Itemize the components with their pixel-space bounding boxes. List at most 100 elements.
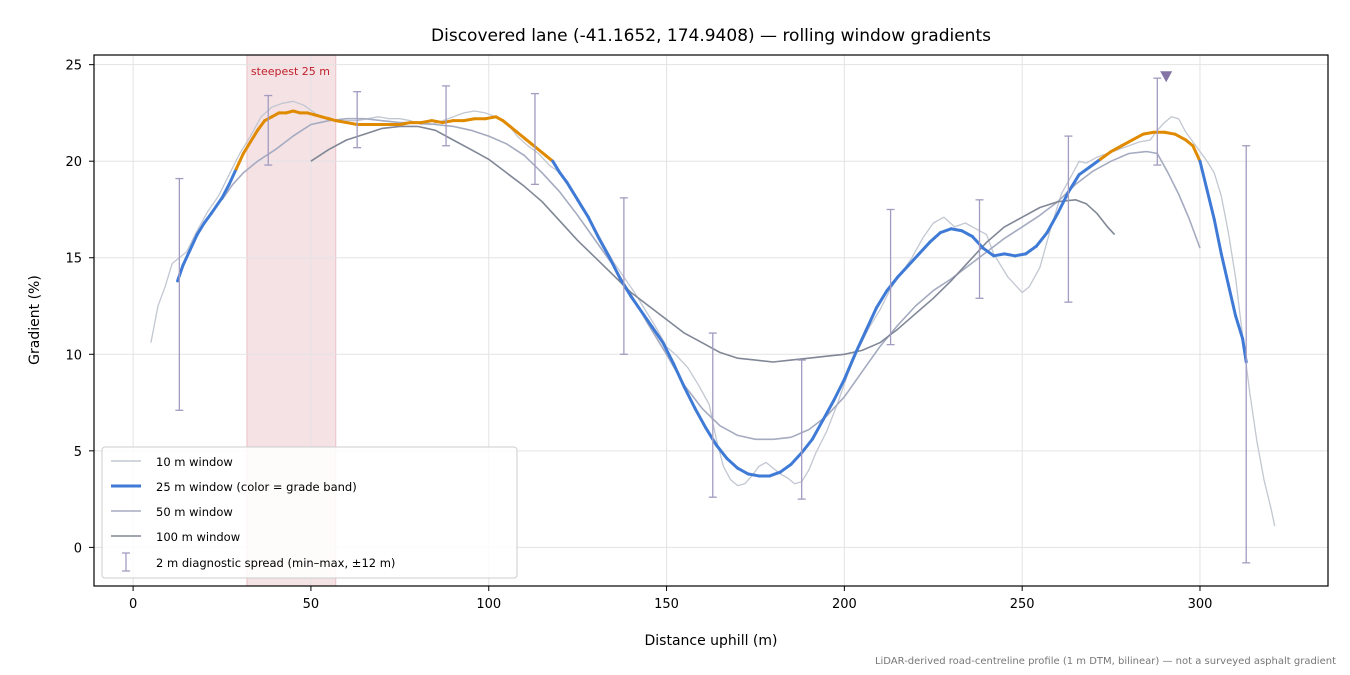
series-25m-segment xyxy=(1066,173,1081,194)
error-bar xyxy=(619,197,628,355)
series-25m-segment xyxy=(661,341,676,366)
legend-label-50m: 50 m window xyxy=(156,505,233,519)
series-layer xyxy=(150,100,1276,527)
series-25m-segment xyxy=(1013,252,1028,258)
series-25m-segment xyxy=(565,180,580,202)
series-25m-segment xyxy=(629,294,644,314)
series-25m-segment xyxy=(960,229,974,239)
series-25m-segment xyxy=(1226,283,1238,318)
x-tick-label: 200 xyxy=(832,597,857,612)
y-tick-label: 10 xyxy=(65,348,82,363)
legend-label-25m: 25 m window (color = grade band) xyxy=(156,480,357,494)
series-25m-segment xyxy=(1002,252,1017,258)
series-25m-segment xyxy=(906,252,921,267)
series-25m-segment xyxy=(1173,132,1188,142)
series-25m-segment xyxy=(462,117,477,123)
error-bar xyxy=(886,208,895,346)
error-bar xyxy=(1153,77,1162,166)
series-25m-segment xyxy=(853,329,868,356)
legend-label-10m: 10 m window xyxy=(156,455,233,469)
series-25m-segment xyxy=(1056,190,1070,215)
error-bar xyxy=(353,91,362,149)
series-25m-segment xyxy=(693,406,708,430)
series-25m-segment xyxy=(832,377,846,403)
x-tick-label: 100 xyxy=(476,597,501,612)
series-25m-segment xyxy=(195,221,206,237)
series-25m-segment xyxy=(551,159,562,175)
series-25m-segment xyxy=(1130,132,1145,142)
series-25m-segment xyxy=(1219,252,1230,287)
series-25m-segment xyxy=(938,227,953,235)
series-25m-segment xyxy=(419,119,434,125)
series-25m-segment xyxy=(842,352,857,381)
footnote: LiDAR-derived road-centreline profile (1… xyxy=(875,656,1336,667)
series-25m-segment xyxy=(181,248,192,267)
y-tick-label: 15 xyxy=(65,252,82,267)
series-25m-segment xyxy=(256,119,267,132)
series-25m-segment xyxy=(928,231,942,244)
plot-frame xyxy=(93,54,1329,587)
series-25m-segment xyxy=(398,121,413,127)
legend-swatch-errorbar xyxy=(122,552,130,572)
series-25m-segment xyxy=(768,470,782,478)
series-25m-segment xyxy=(176,263,185,283)
series-25m-segment xyxy=(864,306,878,333)
series-25m-segment xyxy=(508,124,519,134)
x-tick-label: 250 xyxy=(1010,597,1035,612)
axis-layer: 0 50 100 150 200 250 300 0 5 10 15 20 25 xyxy=(65,59,1212,612)
series-100m-window-line xyxy=(310,125,1116,363)
series-25m-segment xyxy=(1120,138,1134,148)
x-tick-label: 300 xyxy=(1188,597,1213,612)
legend-box xyxy=(101,446,518,579)
series-25m-segment xyxy=(800,437,814,455)
y-axis-label: Gradient (%) xyxy=(27,275,43,365)
series-25m-segment xyxy=(896,263,910,279)
series-25m-segment xyxy=(1184,138,1195,148)
series-25m-segment xyxy=(917,240,932,256)
series-25m-segment xyxy=(1077,165,1092,177)
series-25m-segment xyxy=(234,151,245,171)
series-25m-segment xyxy=(1088,157,1102,169)
series-25m-segment xyxy=(1234,314,1245,341)
series-25m-segment xyxy=(821,399,836,422)
series-25m-segment xyxy=(618,277,633,298)
series-25m-segment xyxy=(202,211,213,225)
x-tick-label: 150 xyxy=(654,597,679,612)
series-25m-segment xyxy=(1024,244,1038,256)
series-25m-segment xyxy=(789,451,804,466)
series-10m-window-line xyxy=(150,100,1276,527)
y-tick-label: 20 xyxy=(65,155,82,170)
error-bar xyxy=(708,332,717,498)
series-25m-segment xyxy=(714,443,729,461)
series-50m-window-line xyxy=(221,117,1201,441)
error-bar xyxy=(1064,135,1073,303)
series-25m-segment xyxy=(515,130,526,140)
x-axis-label: Distance uphill (m) xyxy=(645,633,778,649)
legend: 10 m window 25 m window (color = grade b… xyxy=(101,446,518,579)
series-25m-segment xyxy=(1212,217,1223,256)
series-25m-segment xyxy=(209,196,224,215)
series-25m-segment xyxy=(597,236,612,260)
series-25m-segment xyxy=(522,136,533,146)
series-25m-segment xyxy=(576,198,590,219)
series-25m-segment xyxy=(1162,130,1177,136)
series-25m-segment xyxy=(992,252,1006,258)
series-25m-segment xyxy=(586,215,601,240)
series-25m-segment xyxy=(672,362,686,389)
series-25m-segment xyxy=(650,325,665,345)
series-25m-segment xyxy=(640,310,654,329)
x-tick-label: 0 xyxy=(129,597,137,612)
series-25m-segment xyxy=(501,119,512,128)
x-tick-label: 50 xyxy=(303,597,320,612)
series-25m-segment xyxy=(874,289,889,310)
series-25m-segment xyxy=(1191,144,1202,163)
series-25m-segment xyxy=(810,418,825,441)
y-tick-label: 5 xyxy=(74,445,82,460)
series-25m-segment xyxy=(746,472,761,478)
series-25m-segment xyxy=(704,426,718,447)
peak-marker xyxy=(1160,71,1173,83)
highlight-annotation: steepest 25 m xyxy=(251,65,330,78)
y-tick-label: 0 xyxy=(74,541,82,556)
error-bar xyxy=(442,85,451,147)
series-25m-segment xyxy=(344,121,359,127)
